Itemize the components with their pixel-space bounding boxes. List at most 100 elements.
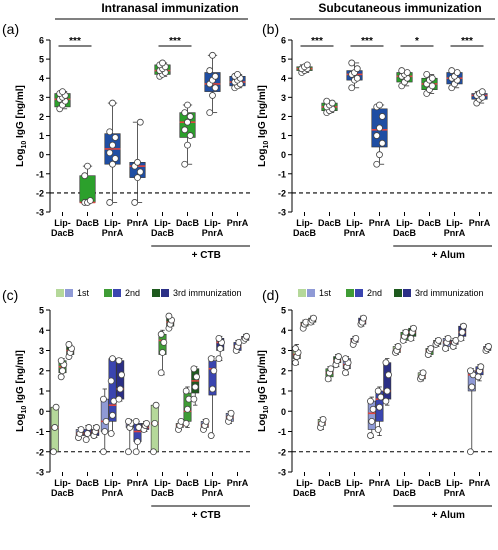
box-6-0 <box>200 417 210 433</box>
box-2-2 <box>357 314 367 328</box>
x-tick-label: DacB <box>418 478 442 488</box>
y-tick-label: -3 <box>278 468 286 478</box>
x-tick-label: DacB <box>176 478 200 488</box>
box-7-1 <box>232 338 243 354</box>
data-point <box>190 395 198 403</box>
box-3-2 <box>382 358 392 406</box>
legend-label: 1st <box>319 288 332 298</box>
x-tick-label: Lip- <box>346 478 363 488</box>
data-point <box>348 84 356 92</box>
data-point <box>477 363 485 371</box>
data-point <box>111 155 119 162</box>
y-tick-label: 5 <box>281 306 286 316</box>
data-point <box>100 448 107 456</box>
x-tick-label: Lip- <box>346 218 363 228</box>
data-point <box>132 448 140 456</box>
title-intranasal: Intranasal immunization <box>101 1 238 15</box>
data-point <box>234 71 241 78</box>
box-0-1 <box>299 318 310 332</box>
box-3 <box>371 101 388 168</box>
data-point <box>376 151 383 159</box>
data-point <box>468 383 476 391</box>
x-tick-label: Lip- <box>296 218 313 228</box>
x-tick-label: Lip- <box>154 218 171 228</box>
data-point <box>86 197 94 204</box>
data-point <box>398 67 406 74</box>
group-label: + Alum <box>432 510 465 521</box>
data-point <box>165 312 173 320</box>
box-3-1 <box>132 417 143 456</box>
data-point <box>206 109 214 117</box>
data-point <box>335 353 342 360</box>
data-point <box>374 426 382 433</box>
data-point <box>435 336 442 344</box>
x-tick-label: DacB <box>293 228 317 238</box>
box-6-2 <box>215 334 225 363</box>
data-point <box>101 428 109 435</box>
y-tick-label: 5 <box>39 306 44 316</box>
data-point <box>377 393 385 401</box>
legend-label: 2nd <box>367 288 382 298</box>
data-point <box>376 101 383 109</box>
box-2-2 <box>115 357 125 403</box>
box-rect <box>116 360 125 400</box>
data-point <box>382 397 390 405</box>
box-3-2 <box>140 419 150 433</box>
data-point <box>181 126 189 134</box>
data-point <box>460 322 467 330</box>
x-tick-label: PnrA <box>227 478 249 488</box>
legend-label: 1st <box>77 288 90 298</box>
data-point <box>209 92 216 99</box>
data-point <box>378 139 386 147</box>
panel-label: (c) <box>2 287 18 303</box>
data-point <box>215 355 223 363</box>
data-point <box>467 448 474 456</box>
data-point <box>134 158 141 166</box>
data-point <box>373 132 381 139</box>
data-point <box>65 341 73 348</box>
box-1-0 <box>75 426 85 441</box>
data-point <box>184 118 191 126</box>
box-1-2 <box>90 424 100 439</box>
data-point <box>378 113 386 120</box>
y-tick-label: 5 <box>281 55 286 65</box>
y-tick-label: 6 <box>281 36 286 46</box>
data-point <box>328 99 336 107</box>
data-point <box>394 343 402 350</box>
legend-swatch <box>298 289 306 297</box>
x-tick-label: DacB <box>293 488 317 498</box>
y-tick-label: 2 <box>281 112 286 122</box>
y-tick-label: -3 <box>36 208 44 218</box>
data-point <box>216 345 224 352</box>
box-4 <box>154 59 171 80</box>
title-subcutaneous: Subcutaneous immunization <box>318 1 481 15</box>
box-0-0 <box>292 344 302 367</box>
y-tick-label: 3 <box>39 346 44 356</box>
data-point <box>157 330 165 338</box>
box-5-0 <box>175 417 185 433</box>
data-point <box>206 67 214 74</box>
box-5-2 <box>190 365 200 406</box>
x-tick-label: DacB <box>76 218 100 228</box>
x-tick-label: Lip- <box>54 478 71 488</box>
box-6 <box>446 67 463 92</box>
data-point <box>93 424 100 431</box>
data-point <box>184 405 191 413</box>
x-tick-label: PnrA <box>127 478 149 488</box>
data-point <box>159 349 166 356</box>
significance-label: * <box>415 36 419 47</box>
data-point <box>376 403 383 411</box>
x-tick-label: Lip- <box>204 478 221 488</box>
y-tick-label: -2 <box>278 188 286 198</box>
box-2-1 <box>349 334 360 348</box>
data-point <box>403 69 411 76</box>
data-point <box>374 387 382 395</box>
data-point <box>427 345 435 352</box>
y-tick-label: -1 <box>278 427 286 437</box>
y-tick-label: 0 <box>39 150 44 160</box>
data-point <box>423 71 431 78</box>
legend-swatch <box>346 289 354 297</box>
x-tick-label: PnrA <box>444 488 466 498</box>
data-point <box>360 314 367 322</box>
